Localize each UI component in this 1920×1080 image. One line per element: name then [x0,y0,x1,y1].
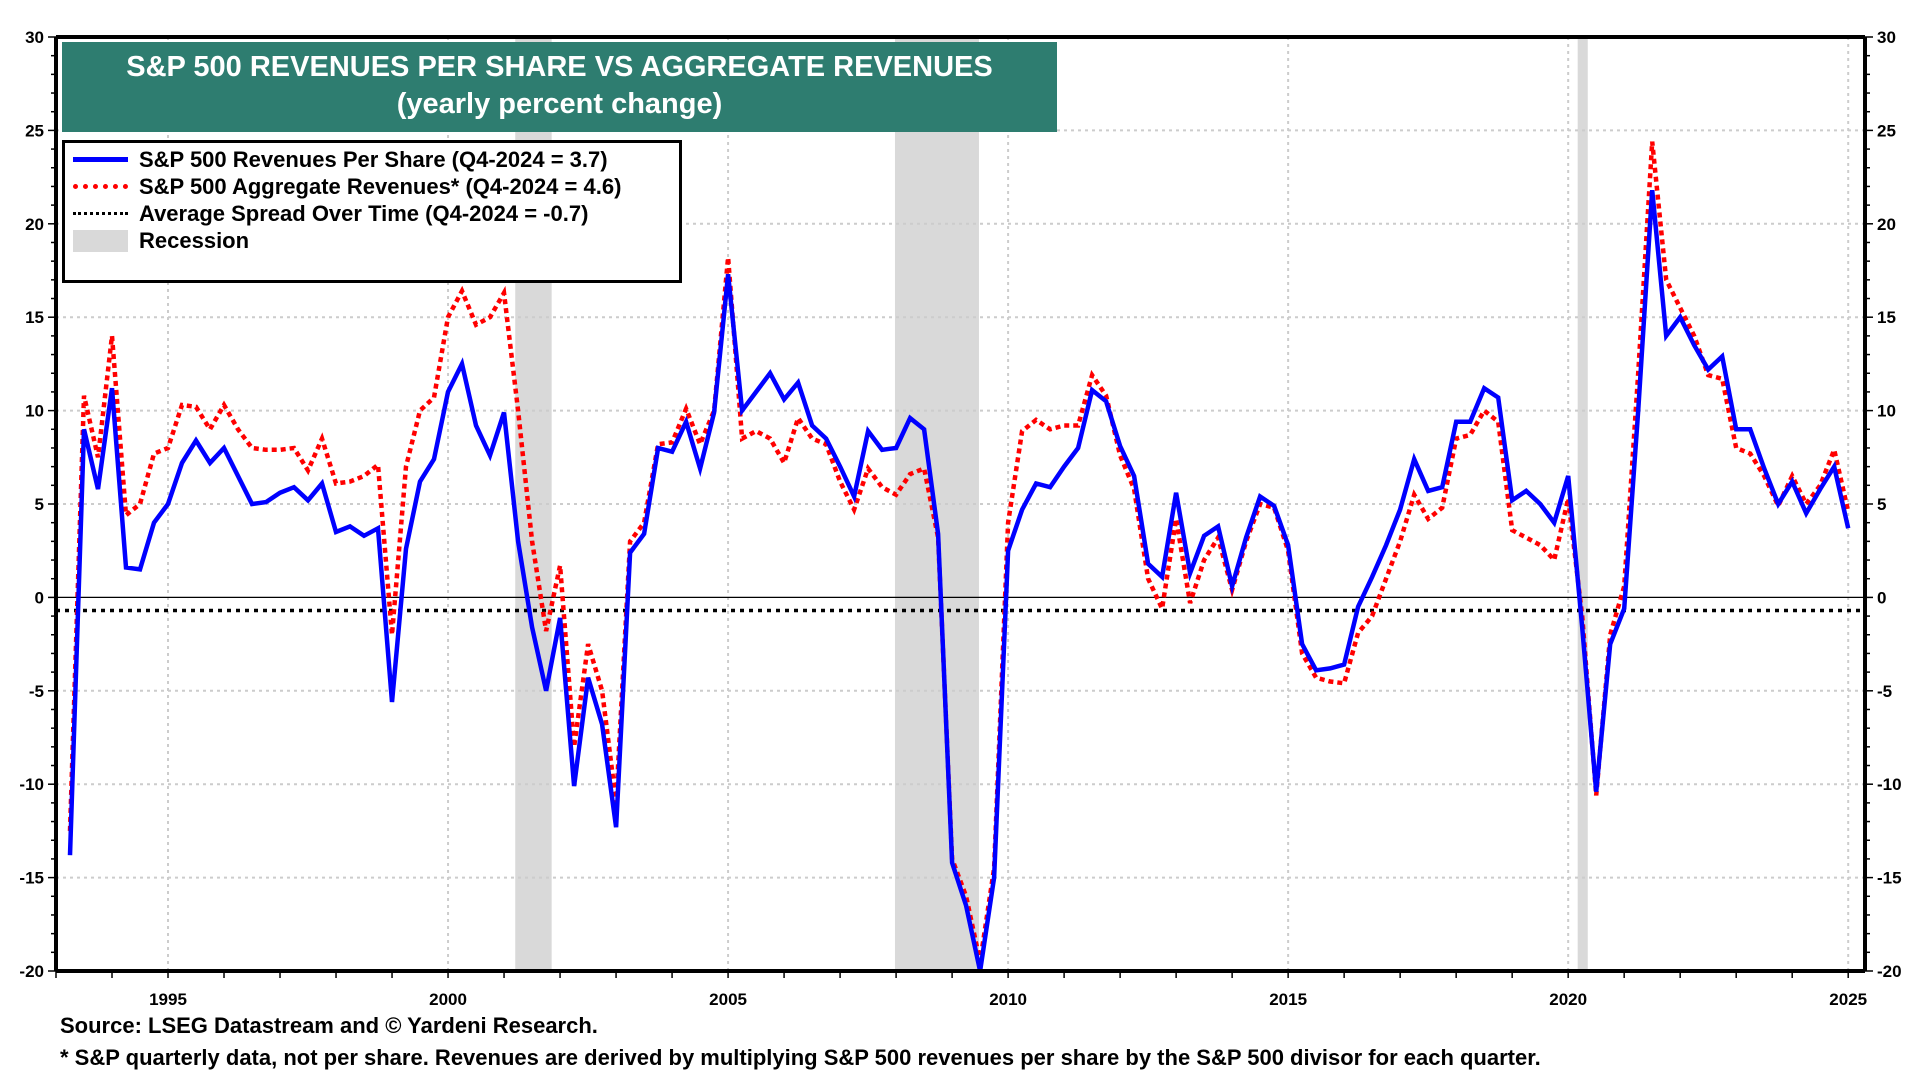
y-tick-label: 15 [25,308,44,327]
footnote: * S&P quarterly data, not per share. Rev… [60,1045,1541,1070]
chart-title: S&P 500 REVENUES PER SHARE VS AGGREGATE … [126,51,993,83]
aggregate-revenues-line [67,141,1851,963]
legend-label: S&P 500 Aggregate Revenues* (Q4-2024 = 4… [139,173,622,199]
y-tick-label: 10 [1877,402,1896,421]
x-tick-label: 2020 [1549,990,1587,1009]
y-tick-label: -20 [1877,962,1902,981]
legend-label: Average Spread Over Time (Q4-2024 = -0.7… [139,200,589,226]
y-tick-label: -5 [1877,682,1892,701]
y-tick-label: -10 [19,775,44,794]
y-tick-label: 15 [1877,308,1896,327]
y-tick-label: -15 [19,869,44,888]
legend-item-revenues-per-share: S&P 500 Revenues Per Share (Q4-2024 = 3.… [73,146,679,173]
y-tick-label: 20 [25,215,44,234]
legend-swatch-red [73,184,128,189]
gridlines [56,37,1865,971]
y-tick-label: 25 [1877,121,1896,140]
y-tick-label: 0 [1877,588,1886,607]
y-tick-label: 5 [1877,495,1886,514]
recession-band [894,37,979,971]
legend-label: Recession [139,227,250,253]
x-axis: 1995 2000 2005 2010 2015 2020 2025 [55,971,1867,1009]
y-tick-label: 30 [1877,28,1896,47]
y-tick-label: 20 [1877,215,1896,234]
x-tick-label: 2025 [1829,990,1867,1009]
legend-swatch-gray [73,229,128,252]
legend-swatch-black [73,212,128,215]
x-tick-label: 2005 [709,990,747,1009]
y-tick-label: 30 [25,28,44,47]
legend-item-aggregate-revenues: S&P 500 Aggregate Revenues* (Q4-2024 = 4… [73,173,679,200]
legend-item-recession: Recession [73,227,679,254]
y-tick-label: 0 [35,588,44,607]
x-tick-label: 2000 [429,990,467,1009]
legend: S&P 500 Revenues Per Share (Q4-2024 = 3.… [62,140,682,283]
y-axis-right: 30 25 20 15 10 5 0 -5 -10 -15 -20 [1865,28,1902,981]
chart-title-box: S&P 500 REVENUES PER SHARE VS AGGREGATE … [62,42,1057,132]
x-tick-label: 1995 [149,990,187,1009]
y-tick-label: -5 [29,682,44,701]
y-axis-left: 30 25 20 15 10 5 0 -5 -10 -15 -20 [19,28,56,981]
legend-label: S&P 500 Revenues Per Share (Q4-2024 = 3.… [139,146,608,172]
y-tick-label: 25 [25,121,44,140]
x-tick-label: 2015 [1269,990,1307,1009]
y-tick-label: 5 [35,495,44,514]
legend-swatch-blue [73,157,128,162]
revenues-per-share-line [67,189,1851,972]
x-tick-label: 2010 [989,990,1027,1009]
chart-subtitle: (yearly percent change) [396,88,723,120]
legend-item-average-spread: Average Spread Over Time (Q4-2024 = -0.7… [73,200,679,227]
y-tick-label: -20 [19,962,44,981]
y-tick-label: 10 [25,402,44,421]
y-tick-label: -15 [1877,869,1902,888]
source-note: Source: LSEG Datastream and © Yardeni Re… [60,1013,598,1038]
y-tick-label: -10 [1877,775,1902,794]
